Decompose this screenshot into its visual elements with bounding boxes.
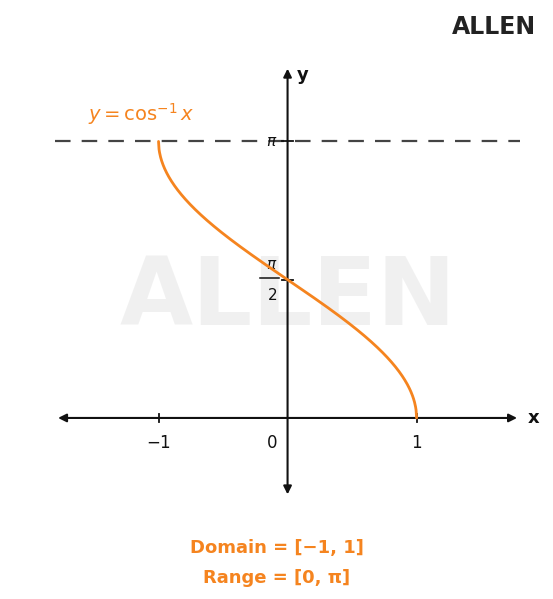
Text: $1$: $1$ [411, 434, 422, 452]
Text: $\pi$: $\pi$ [266, 257, 277, 272]
Text: $2$: $2$ [267, 287, 277, 302]
Text: $\pi$: $\pi$ [266, 134, 277, 149]
Text: $y = \cos^{-1}x$: $y = \cos^{-1}x$ [87, 101, 194, 127]
Text: ALLEN: ALLEN [452, 15, 536, 39]
Text: $-1$: $-1$ [146, 434, 171, 452]
Text: ALLEN: ALLEN [119, 253, 456, 345]
Text: Range = [0, π]: Range = [0, π] [203, 569, 350, 587]
Text: Domain = [−1, 1]: Domain = [−1, 1] [190, 539, 363, 557]
Text: y: y [296, 66, 309, 84]
Text: x: x [528, 409, 539, 427]
Text: $0$: $0$ [266, 434, 277, 452]
